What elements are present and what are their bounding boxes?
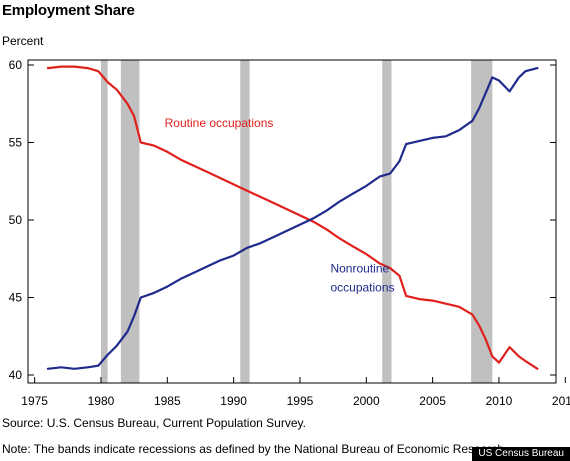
x-tick-label-2015: 2015 — [552, 394, 570, 408]
recession-bands — [100, 60, 493, 383]
series-line-nonroutine — [46, 66, 539, 370]
recession-band-2 — [120, 60, 140, 383]
y-tick-label-50: 50 — [9, 213, 23, 227]
y-axis-unit-label: Percent — [2, 34, 44, 48]
x-tick-label-1980: 1980 — [88, 394, 115, 408]
x-tick-label-1990: 1990 — [220, 394, 247, 408]
x-tick-label-2010: 2010 — [486, 394, 513, 408]
source-note: Source: U.S. Census Bureau, Current Popu… — [2, 416, 306, 430]
recession-band-4 — [382, 60, 392, 383]
recession-note: Note: The bands indicate recessions as d… — [2, 442, 508, 456]
y-tick-label-55: 55 — [9, 136, 23, 150]
chart-title: Employment Share — [2, 2, 135, 19]
x-axis-ticks: 1975 1980 1985 1990 1995 2000 2005 2010 2015 — [21, 377, 570, 408]
x-tick-label-1995: 1995 — [287, 394, 314, 408]
recession-band-3 — [240, 60, 250, 383]
series-line-routine — [46, 65, 539, 370]
y-axis-ticks: 40 45 50 55 60 — [9, 58, 556, 382]
plot-frame — [27, 59, 557, 384]
annotation-3: occupations — [330, 280, 394, 294]
series-annotations: Routine occupations Nonroutine occupations — [165, 116, 395, 294]
y-tick-label-60: 60 — [9, 58, 23, 72]
x-tick-label-1975: 1975 — [21, 394, 48, 408]
series-lines — [46, 65, 539, 370]
x-tick-label-1985: 1985 — [154, 394, 181, 408]
credit-badge: US Census Bureau — [472, 447, 570, 461]
recession-band-5 — [471, 60, 493, 383]
recession-band-1 — [100, 60, 108, 383]
annotation-1: Routine occupations — [165, 116, 274, 130]
annotation-2: Nonroutine — [330, 262, 389, 276]
y-tick-label-40: 40 — [9, 368, 23, 382]
x-tick-label-2000: 2000 — [353, 394, 380, 408]
y-tick-label-45: 45 — [9, 291, 23, 305]
x-tick-label-2005: 2005 — [419, 394, 446, 408]
